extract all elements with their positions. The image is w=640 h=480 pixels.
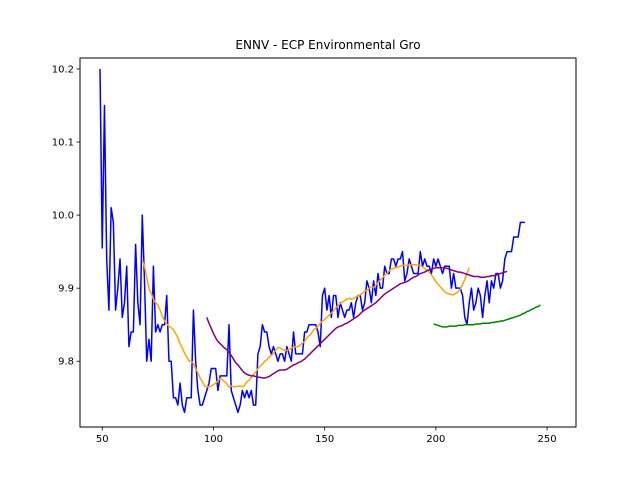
x-axis: 50 100 150 200 250 — [96, 427, 557, 445]
y-tick-label-1: 9.8 — [58, 357, 74, 368]
series-line-3 — [206, 266, 508, 379]
x-tick-label-3: 150 — [315, 434, 334, 445]
x-tick-label-2: 100 — [204, 434, 223, 445]
y-axis: 9.8 9.9 10.0 10.1 10.2 — [52, 64, 80, 368]
series-line-2 — [141, 260, 470, 388]
plot-frame — [79, 57, 577, 428]
series-line-4 — [433, 304, 541, 328]
series-line-1 — [99, 68, 525, 414]
y-tick-label-5: 10.2 — [52, 64, 74, 75]
y-tick-label-4: 10.1 — [52, 138, 74, 149]
y-tick-label-3: 10.0 — [52, 211, 74, 222]
y-tick-label-2: 9.9 — [58, 284, 74, 295]
x-tick-label-4: 200 — [426, 434, 445, 445]
series-layer — [99, 68, 541, 414]
chart-title: ENNV - ECP Environmental Gro — [235, 38, 420, 52]
x-tick-label-1: 50 — [96, 434, 109, 445]
x-tick-label-5: 250 — [538, 434, 557, 445]
